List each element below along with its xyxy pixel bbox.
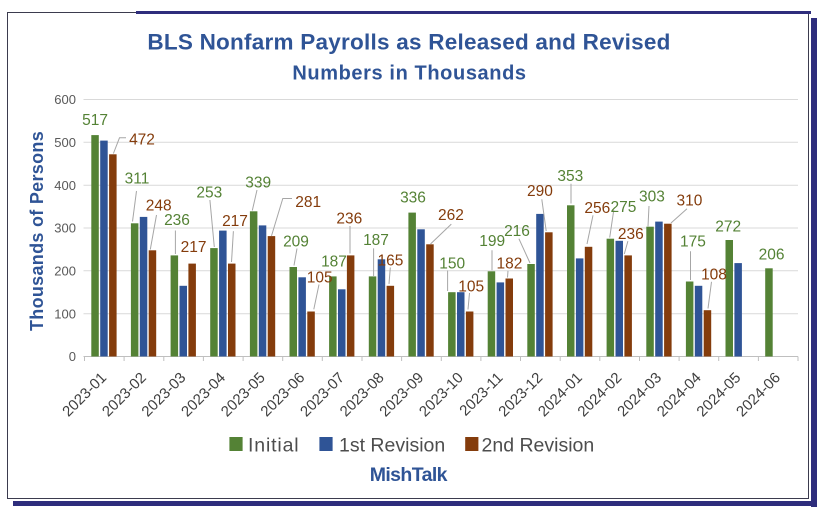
svg-text:165: 165: [377, 253, 403, 270]
svg-text:256: 256: [584, 200, 610, 217]
svg-text:517: 517: [82, 112, 108, 129]
svg-text:Initial: Initial: [248, 434, 299, 456]
svg-text:187: 187: [321, 254, 347, 271]
svg-text:2024-06: 2024-06: [733, 369, 784, 420]
svg-text:187: 187: [363, 232, 389, 249]
svg-text:2023-10: 2023-10: [416, 369, 467, 420]
svg-text:310: 310: [676, 193, 702, 210]
svg-text:236: 236: [164, 212, 190, 229]
svg-text:236: 236: [336, 211, 362, 228]
svg-text:600: 600: [54, 92, 76, 107]
svg-text:100: 100: [54, 306, 76, 321]
svg-text:336: 336: [400, 189, 426, 206]
svg-text:200: 200: [54, 263, 76, 278]
svg-text:217: 217: [181, 239, 207, 256]
svg-text:339: 339: [245, 175, 271, 192]
svg-text:2nd Revision: 2nd Revision: [482, 434, 595, 456]
svg-text:311: 311: [125, 171, 150, 188]
svg-text:216: 216: [504, 223, 530, 240]
svg-text:400: 400: [54, 178, 76, 193]
svg-text:Numbers in Thousands: Numbers in Thousands: [292, 63, 526, 85]
svg-text:253: 253: [196, 185, 222, 202]
svg-text:150: 150: [439, 256, 465, 273]
svg-text:206: 206: [759, 247, 785, 264]
svg-text:275: 275: [610, 199, 636, 216]
svg-text:209: 209: [283, 233, 309, 250]
svg-text:303: 303: [639, 189, 665, 206]
svg-text:0: 0: [69, 349, 76, 364]
svg-text:105: 105: [458, 278, 484, 295]
svg-text:199: 199: [479, 233, 505, 250]
svg-text:182: 182: [496, 255, 522, 272]
svg-text:175: 175: [680, 234, 706, 251]
svg-text:Thousands of Persons: Thousands of Persons: [27, 131, 47, 331]
svg-text:500: 500: [54, 135, 76, 150]
svg-text:353: 353: [557, 168, 583, 185]
svg-text:217: 217: [222, 213, 248, 230]
svg-text:281: 281: [295, 194, 321, 211]
svg-text:BLS Nonfarm Payrolls as Releas: BLS Nonfarm Payrolls as Released and Rev…: [147, 30, 670, 55]
svg-text:MishTalk: MishTalk: [370, 464, 448, 486]
svg-text:236: 236: [618, 226, 644, 243]
svg-text:105: 105: [307, 270, 333, 287]
svg-text:248: 248: [146, 197, 172, 214]
svg-text:290: 290: [527, 183, 553, 200]
svg-text:108: 108: [701, 267, 727, 284]
svg-text:262: 262: [438, 207, 464, 224]
svg-text:300: 300: [54, 221, 76, 236]
svg-text:1st Revision: 1st Revision: [339, 434, 445, 456]
svg-text:472: 472: [129, 131, 155, 148]
svg-text:272: 272: [715, 218, 741, 235]
